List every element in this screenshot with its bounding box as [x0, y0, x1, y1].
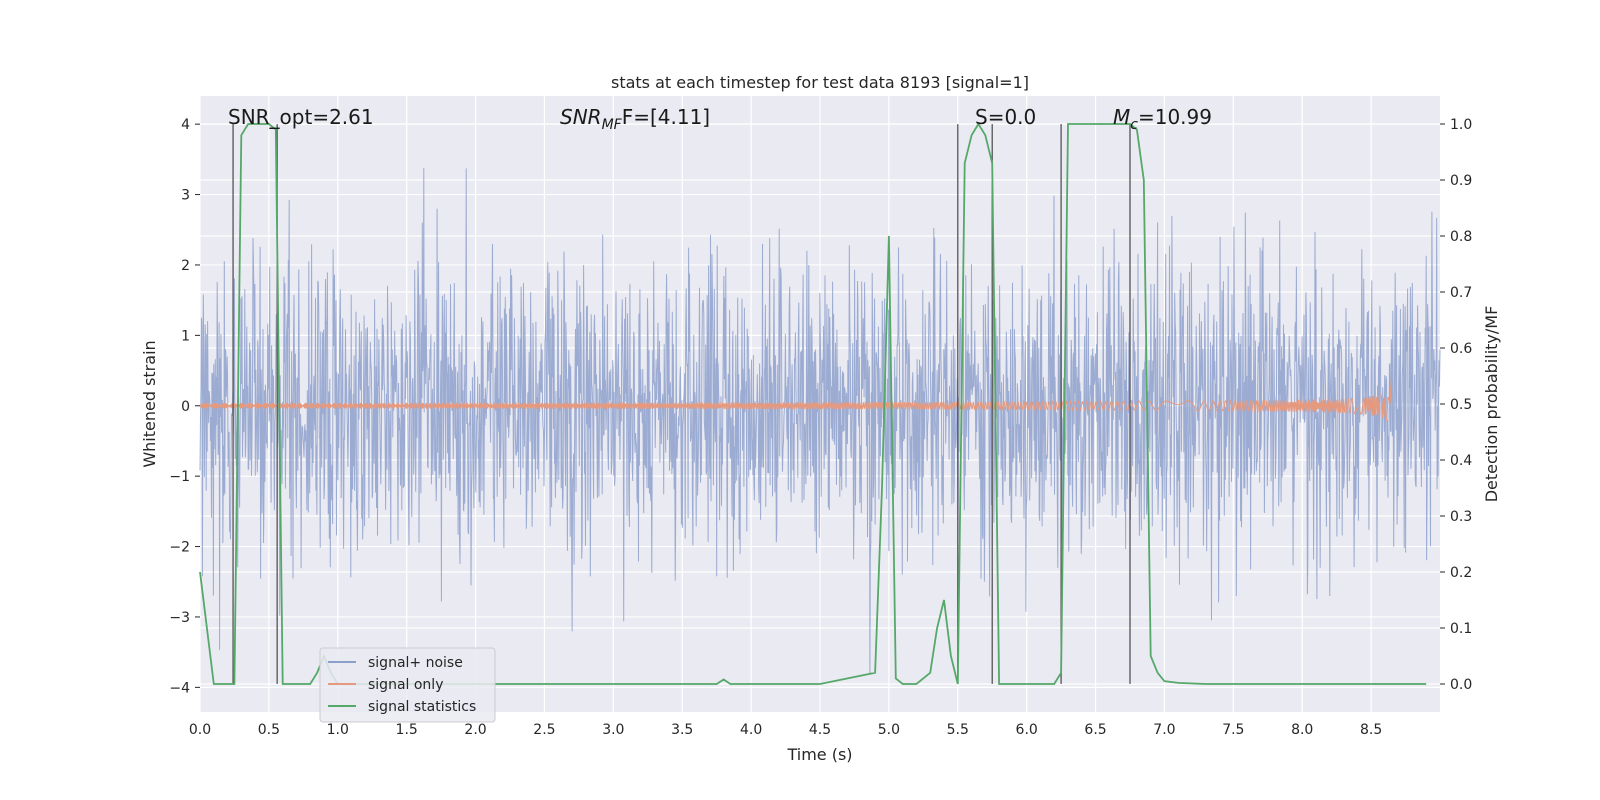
x-tick-label-12: 6.0 [1016, 722, 1038, 738]
x-tick-label-1: 0.5 [258, 722, 280, 738]
annotation-mc-value: =10.99 [1138, 105, 1212, 129]
x-tick-label-0: 0.0 [189, 722, 211, 738]
signal-noise-line [199, 168, 1441, 674]
y-tick-label-left-4: 0 [181, 399, 190, 415]
x-tick-label-15: 7.5 [1222, 722, 1244, 738]
y-tick-label-left-3: 1 [181, 328, 190, 344]
y-tick-label-right-10: 0.0 [1450, 677, 1472, 693]
ticks: 0.0 0.5 1.0 1.5 2.0 2.5 3.0 3.5 4.0 4.5 5.0 5.5 6.0 6… [169, 117, 1472, 738]
legend-label-signal-only: signal only [368, 677, 443, 693]
y-axis-label-right: Detection probability/MF [1482, 306, 1501, 503]
y-tick-label-left-0: 4 [181, 117, 190, 133]
y-tick-label-left-7: −3 [169, 610, 190, 626]
x-tick-label-16: 8.0 [1291, 722, 1313, 738]
x-tick-label-8: 4.0 [740, 722, 762, 738]
y-tick-label-left-5: −1 [169, 469, 190, 485]
x-tick-label-11: 5.5 [947, 722, 969, 738]
x-tick-label-2: 1.0 [327, 722, 349, 738]
annotation-s-stat: S=0.0 [975, 105, 1036, 129]
x-tick-label-3: 1.5 [396, 722, 418, 738]
legend-label-signal-statistics: signal statistics [368, 699, 476, 715]
data-layer [199, 122, 1441, 685]
y-tick-label-right-6: 0.4 [1450, 453, 1472, 469]
y-tick-label-right-9: 0.1 [1450, 621, 1472, 637]
y-tick-label-left-1: 3 [181, 188, 190, 204]
y-axis-label-left: Whitened strain [140, 340, 159, 467]
annotation-snr-opt: SNR_opt=2.61 [228, 105, 374, 129]
y-tick-label-right-2: 0.8 [1450, 229, 1472, 245]
y-tick-label-right-7: 0.3 [1450, 509, 1472, 525]
y-tick-label-right-3: 0.7 [1450, 285, 1472, 301]
annotation-snr-mf: SNRMFF=[4.11] [560, 105, 710, 133]
y-tick-label-right-4: 0.6 [1450, 341, 1472, 357]
annotation-mc: Mc=10.99 [1113, 105, 1212, 133]
x-tick-label-7: 3.5 [671, 722, 693, 738]
y-tick-label-left-2: 2 [181, 258, 190, 274]
signal-only-line [199, 379, 1393, 422]
legend-label-signal-noise: signal+ noise [368, 655, 463, 671]
x-axis-label: Time (s) [786, 745, 852, 764]
x-tick-label-10: 5.0 [878, 722, 900, 738]
y-tick-label-left-6: −2 [169, 540, 190, 556]
signal-statistics-line [199, 122, 1427, 685]
annotation-snr-mf-base: SNR [560, 105, 602, 129]
y-tick-label-right-5: 0.5 [1450, 397, 1472, 413]
legend: signal+ noise signal only signal statist… [319, 647, 496, 723]
y-tick-label-right-8: 0.2 [1450, 565, 1472, 581]
annotation-mc-sub: c [1130, 117, 1138, 133]
x-tick-label-6: 3.0 [602, 722, 624, 738]
x-tick-label-14: 7.0 [1153, 722, 1175, 738]
y-tick-label-right-1: 0.9 [1450, 173, 1472, 189]
x-tick-label-4: 2.0 [464, 722, 486, 738]
annotation-snr-mf-sub: MF [602, 117, 623, 133]
y-tick-label-right-0: 1.0 [1450, 117, 1472, 133]
annotation-snr-mf-value: F=[4.11] [622, 105, 710, 129]
x-tick-label-17: 8.5 [1360, 722, 1382, 738]
chart-title: stats at each timestep for test data 819… [611, 73, 1029, 92]
annotation-mc-base: M [1113, 105, 1130, 129]
x-tick-label-9: 4.5 [809, 722, 831, 738]
legend-frame [319, 647, 496, 723]
y-tick-label-left-8: −4 [169, 680, 190, 696]
x-tick-label-13: 6.5 [1084, 722, 1106, 738]
x-tick-label-5: 2.5 [533, 722, 555, 738]
